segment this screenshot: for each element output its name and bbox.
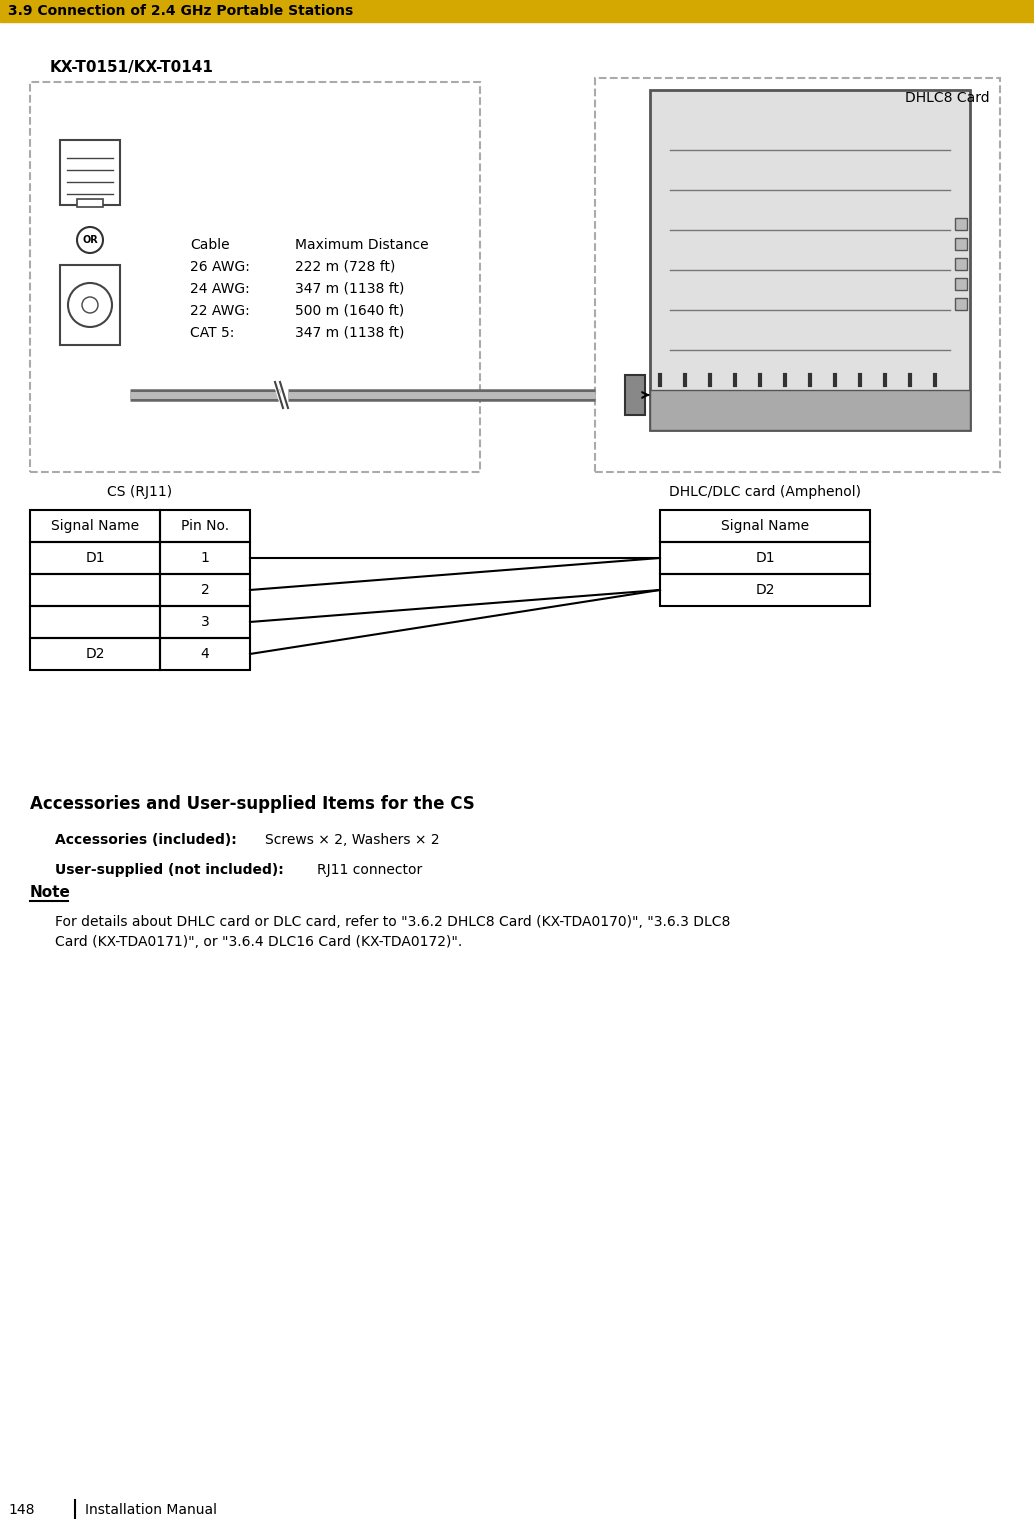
- Text: Signal Name: Signal Name: [721, 519, 809, 533]
- Text: DHLC8 Card: DHLC8 Card: [906, 91, 990, 105]
- Bar: [60, 140, 120, 205]
- Text: 26 AWG:: 26 AWG:: [190, 260, 250, 273]
- Bar: [955, 298, 967, 310]
- Bar: [30, 606, 160, 638]
- Text: 22 AWG:: 22 AWG:: [190, 304, 250, 317]
- Text: Cable: Cable: [190, 238, 230, 252]
- Bar: [30, 638, 160, 670]
- Text: For details about DHLC card or DLC card, refer to "3.6.2 DHLC8 Card (KX-TDA0170): For details about DHLC card or DLC card,…: [55, 914, 730, 930]
- Text: D1: D1: [755, 551, 774, 565]
- Text: CAT 5:: CAT 5:: [190, 327, 235, 340]
- Bar: [660, 574, 870, 606]
- Text: Signal Name: Signal Name: [51, 519, 139, 533]
- Bar: [30, 510, 160, 542]
- Text: D1: D1: [85, 551, 104, 565]
- Text: Pin No.: Pin No.: [181, 519, 230, 533]
- Circle shape: [77, 226, 103, 254]
- Bar: [625, 375, 645, 415]
- Bar: [60, 264, 120, 345]
- Bar: [955, 278, 967, 290]
- Bar: [0, 0, 1034, 21]
- Text: D2: D2: [85, 647, 104, 661]
- Bar: [955, 238, 967, 251]
- Text: 3.9 Connection of 2.4 GHz Portable Stations: 3.9 Connection of 2.4 GHz Portable Stati…: [8, 5, 354, 18]
- Text: 347 m (1138 ft): 347 m (1138 ft): [295, 283, 404, 296]
- Bar: [955, 219, 967, 229]
- Text: Installation Manual: Installation Manual: [85, 1502, 217, 1517]
- Text: 2: 2: [201, 583, 209, 597]
- Text: 148: 148: [8, 1502, 34, 1517]
- Text: Accessories and User-supplied Items for the CS: Accessories and User-supplied Items for …: [30, 794, 475, 813]
- Bar: [595, 77, 1000, 472]
- Text: Card (KX-TDA0171)", or "3.6.4 DLC16 Card (KX-TDA0172)".: Card (KX-TDA0171)", or "3.6.4 DLC16 Card…: [55, 936, 462, 949]
- Bar: [30, 542, 160, 574]
- Text: Screws × 2, Washers × 2: Screws × 2, Washers × 2: [265, 832, 439, 848]
- Text: User-supplied (not included):: User-supplied (not included):: [55, 863, 283, 876]
- Bar: [30, 574, 160, 606]
- Text: RJ11 connector: RJ11 connector: [317, 863, 422, 876]
- Text: 500 m (1640 ft): 500 m (1640 ft): [295, 304, 404, 317]
- Text: D2: D2: [755, 583, 774, 597]
- Text: 4: 4: [201, 647, 209, 661]
- Text: 347 m (1138 ft): 347 m (1138 ft): [295, 327, 404, 340]
- Bar: [160, 542, 250, 574]
- Text: DHLC/DLC card (Amphenol): DHLC/DLC card (Amphenol): [669, 485, 861, 498]
- Bar: [77, 199, 103, 207]
- Bar: [160, 606, 250, 638]
- Bar: [650, 390, 970, 430]
- Text: Accessories (included):: Accessories (included):: [55, 832, 237, 848]
- Bar: [160, 574, 250, 606]
- Text: 222 m (728 ft): 222 m (728 ft): [295, 260, 395, 273]
- Bar: [660, 510, 870, 542]
- Bar: [955, 258, 967, 270]
- Text: CS (RJ11): CS (RJ11): [108, 485, 173, 498]
- Text: Note: Note: [30, 886, 71, 899]
- Text: Maximum Distance: Maximum Distance: [295, 238, 429, 252]
- Bar: [160, 510, 250, 542]
- Text: KX-T0151/KX-T0141: KX-T0151/KX-T0141: [50, 61, 214, 76]
- Text: 24 AWG:: 24 AWG:: [190, 283, 250, 296]
- Bar: [160, 638, 250, 670]
- Bar: [660, 542, 870, 574]
- Text: 3: 3: [201, 615, 209, 629]
- Text: 1: 1: [201, 551, 210, 565]
- Bar: [650, 90, 970, 430]
- Bar: [30, 82, 480, 472]
- Text: OR: OR: [82, 235, 98, 245]
